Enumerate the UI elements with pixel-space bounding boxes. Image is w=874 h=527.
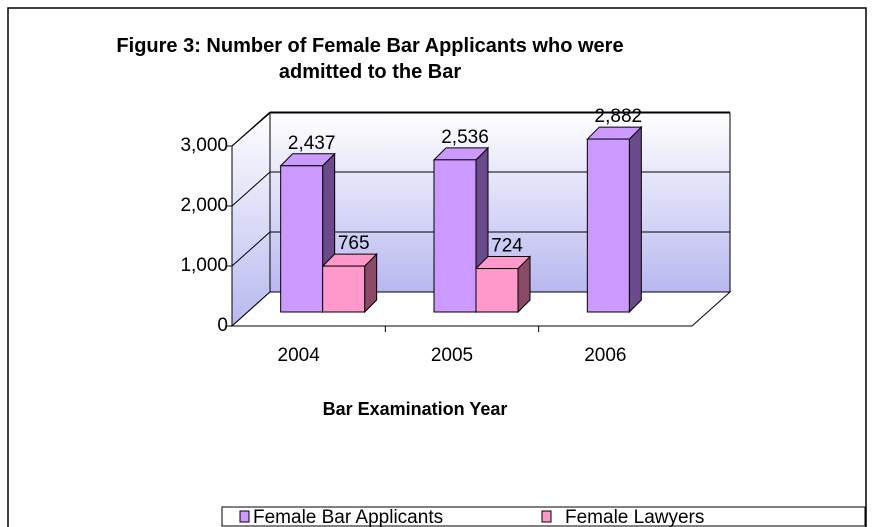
legend-swatch — [239, 510, 250, 523]
data-label: 2,536 — [441, 127, 489, 148]
bar — [322, 265, 366, 313]
bar — [475, 268, 519, 313]
bar — [433, 159, 477, 313]
y-tick-label: 0 — [217, 315, 228, 336]
grid-line — [231, 171, 271, 207]
bar-side — [628, 125, 642, 314]
data-label: 2,437 — [288, 133, 336, 154]
x-tick-label: 2006 — [584, 345, 626, 366]
grid-line — [231, 111, 271, 147]
x-axis-title: Bar Examination Year — [323, 399, 508, 419]
bar — [280, 165, 324, 313]
legend-label: Female Bar Applicants — [253, 507, 443, 527]
bar — [586, 138, 630, 313]
data-label: 765 — [338, 233, 370, 254]
chart-title: Figure 3: Number of Female Bar Applicant… — [116, 35, 624, 83]
y-tick-label: 3,000 — [180, 135, 228, 156]
side-wall — [231, 111, 271, 328]
legend-label: Female Lawyers — [565, 507, 704, 527]
y-tick-label: 1,000 — [180, 255, 228, 276]
x-tick-label: 2005 — [431, 345, 473, 366]
data-label: 2,882 — [595, 106, 643, 127]
chart-border — [7, 7, 867, 527]
y-tick-label: 2,000 — [180, 195, 228, 216]
x-tick-label: 2004 — [278, 345, 321, 366]
grid-line — [231, 231, 271, 267]
legend-swatch — [541, 510, 552, 523]
data-label: 724 — [491, 236, 523, 257]
